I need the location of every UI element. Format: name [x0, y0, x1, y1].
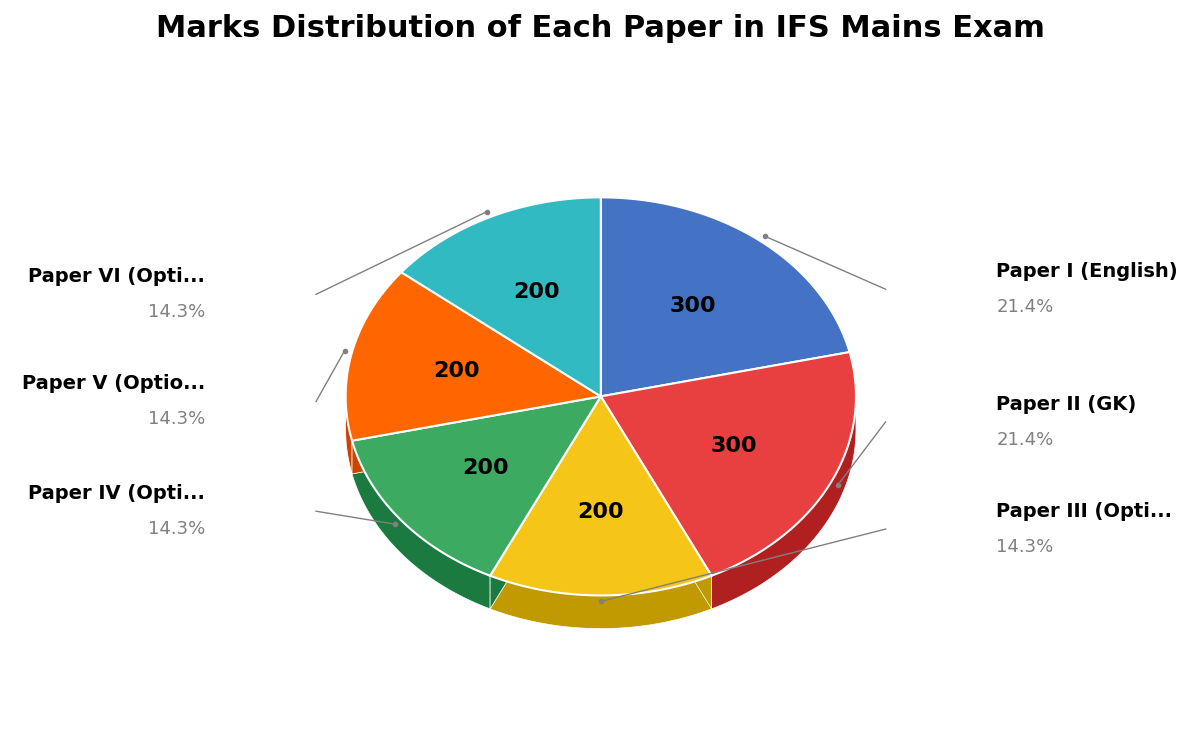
- Polygon shape: [352, 441, 490, 609]
- Polygon shape: [352, 396, 601, 474]
- Text: 14.3%: 14.3%: [148, 410, 205, 428]
- Polygon shape: [346, 398, 352, 474]
- Text: Paper III (Opti...: Paper III (Opti...: [996, 502, 1172, 521]
- Text: Paper II (GK): Paper II (GK): [996, 395, 1136, 413]
- Text: Paper V (Optio...: Paper V (Optio...: [22, 374, 205, 393]
- Text: 200: 200: [462, 459, 509, 479]
- Polygon shape: [346, 272, 601, 441]
- Text: 300: 300: [670, 296, 716, 316]
- Text: Paper VI (Opti...: Paper VI (Opti...: [29, 267, 205, 286]
- Polygon shape: [712, 398, 856, 609]
- Text: 200: 200: [433, 361, 480, 381]
- Text: 21.4%: 21.4%: [996, 431, 1054, 449]
- Text: 200: 200: [577, 502, 624, 522]
- Polygon shape: [401, 197, 601, 396]
- Text: 200: 200: [514, 283, 560, 303]
- Polygon shape: [490, 576, 712, 628]
- Polygon shape: [601, 197, 850, 396]
- Polygon shape: [352, 396, 601, 474]
- Text: 14.3%: 14.3%: [996, 538, 1054, 556]
- Polygon shape: [490, 396, 601, 609]
- Text: Paper IV (Opti...: Paper IV (Opti...: [29, 484, 205, 503]
- Text: 21.4%: 21.4%: [996, 298, 1054, 316]
- Title: Marks Distribution of Each Paper in IFS Mains Exam: Marks Distribution of Each Paper in IFS …: [156, 14, 1045, 43]
- Polygon shape: [490, 396, 601, 609]
- Text: 300: 300: [710, 436, 757, 456]
- Text: Paper I (English): Paper I (English): [996, 262, 1178, 281]
- Polygon shape: [490, 396, 712, 595]
- Polygon shape: [601, 396, 712, 609]
- Text: 14.3%: 14.3%: [148, 303, 205, 321]
- Polygon shape: [601, 352, 856, 576]
- Polygon shape: [352, 396, 601, 576]
- Text: 14.3%: 14.3%: [148, 520, 205, 538]
- Polygon shape: [601, 396, 712, 609]
